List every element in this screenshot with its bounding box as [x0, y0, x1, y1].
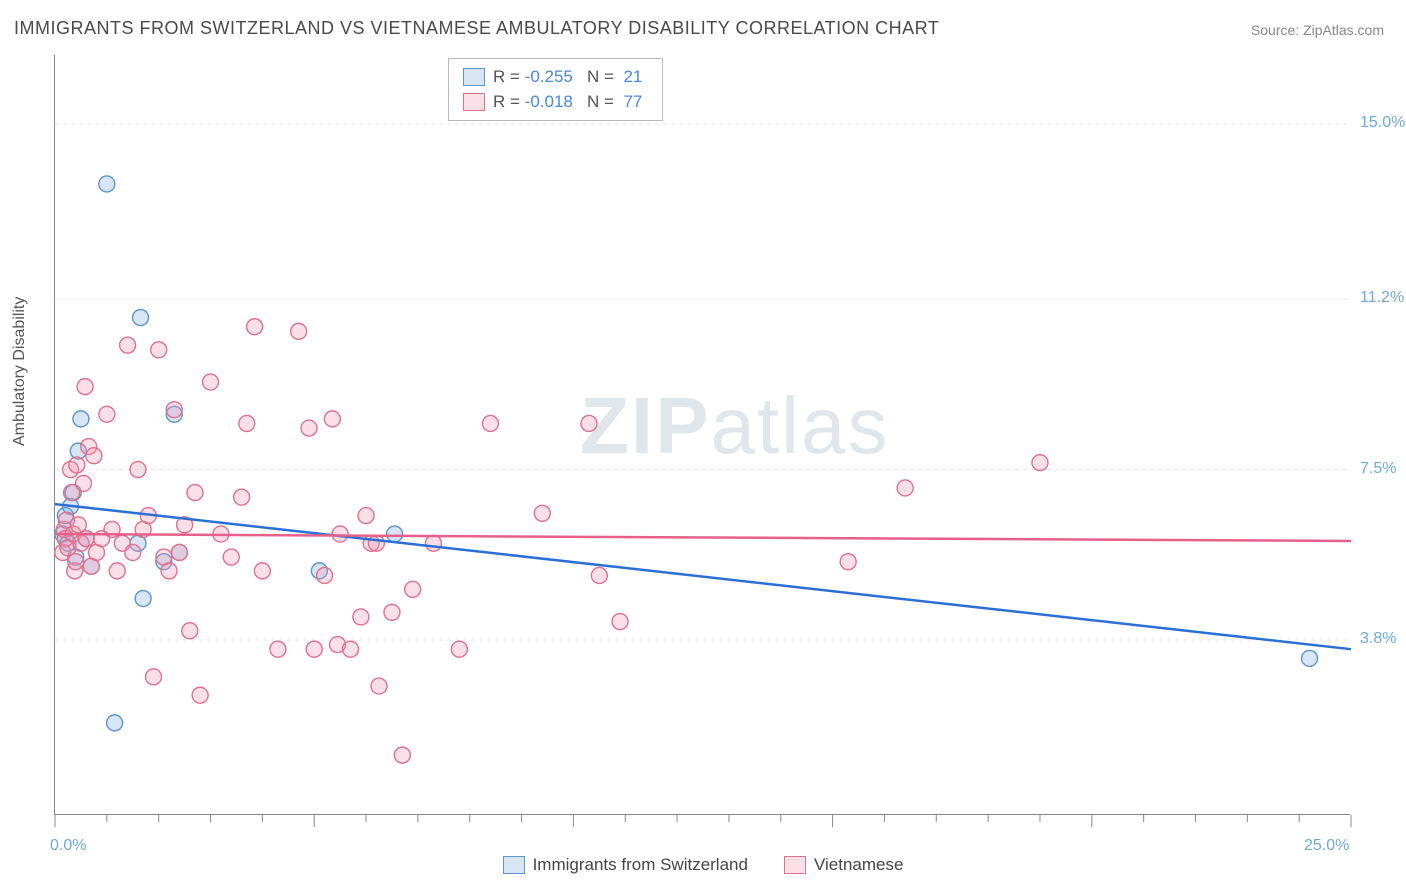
x-max-label: 25.0% — [1304, 837, 1349, 855]
legend-stats-row: R = -0.018 N = 77 — [463, 90, 642, 115]
legend-swatch — [463, 68, 485, 86]
y-tick-label: 3.8% — [1360, 630, 1396, 648]
chart-title: IMMIGRANTS FROM SWITZERLAND VS VIETNAMES… — [14, 18, 939, 39]
legend-series: Immigrants from Switzerland Vietnamese — [0, 855, 1406, 875]
legend-stats-text: R = -0.018 N = 77 — [493, 90, 642, 115]
source-credit: Source: ZipAtlas.com — [1251, 22, 1384, 38]
legend-stats-text: R = -0.255 N = 21 — [493, 65, 642, 90]
legend-label: Vietnamese — [814, 855, 903, 875]
y-tick-label: 15.0% — [1360, 114, 1405, 132]
legend-item: Vietnamese — [784, 855, 903, 875]
legend-label: Immigrants from Switzerland — [533, 855, 748, 875]
legend-swatch — [503, 856, 525, 874]
legend-stats: R = -0.255 N = 21R = -0.018 N = 77 — [448, 58, 663, 121]
legend-item: Immigrants from Switzerland — [503, 855, 748, 875]
x-min-label: 0.0% — [50, 837, 86, 855]
y-tick-label: 11.2% — [1360, 289, 1404, 307]
legend-stats-row: R = -0.255 N = 21 — [463, 65, 642, 90]
y-axis-label: Ambulatory Disability — [11, 297, 29, 446]
legend-swatch — [463, 93, 485, 111]
chart-container: IMMIGRANTS FROM SWITZERLAND VS VIETNAMES… — [0, 0, 1406, 892]
y-tick-label: 7.5% — [1360, 460, 1396, 478]
chart-svg — [55, 55, 1350, 814]
plot-area: ZIPatlas — [54, 55, 1350, 815]
legend-swatch — [784, 856, 806, 874]
